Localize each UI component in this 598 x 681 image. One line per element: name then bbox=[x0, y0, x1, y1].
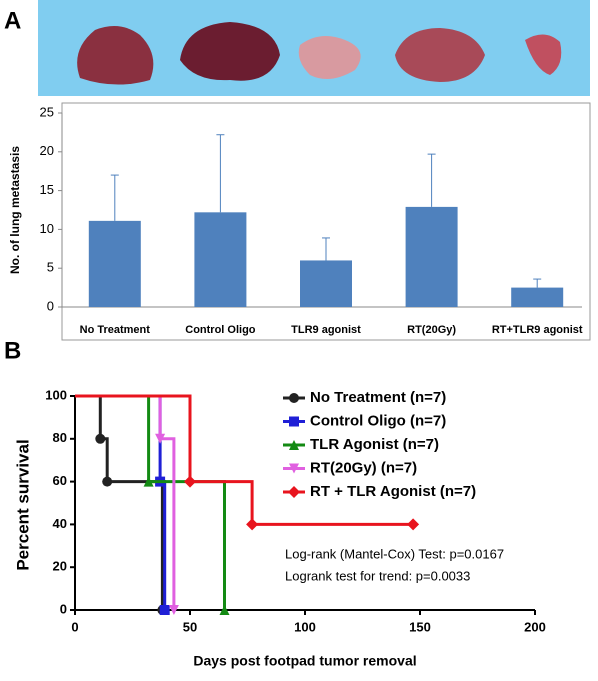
y-tick-label: 100 bbox=[45, 387, 67, 402]
x-tick-label: Control Oligo bbox=[185, 324, 256, 336]
x-tick-label: TLR9 agonist bbox=[291, 324, 361, 336]
marker bbox=[407, 518, 420, 531]
lung-photos bbox=[77, 22, 562, 85]
y-tick-label: 0 bbox=[47, 298, 54, 313]
y-tick-label: 80 bbox=[53, 430, 67, 445]
x-tick-label: No Treatment bbox=[80, 324, 151, 336]
bar bbox=[194, 212, 247, 307]
x-tick-label: 0 bbox=[71, 619, 78, 634]
bar bbox=[88, 220, 141, 307]
marker bbox=[289, 416, 299, 427]
panel-label: B bbox=[4, 337, 21, 364]
marker bbox=[289, 393, 299, 403]
survival-line bbox=[75, 394, 226, 610]
survival-line bbox=[75, 394, 414, 526]
marker bbox=[288, 486, 300, 498]
marker bbox=[102, 476, 113, 487]
y-tick-label: 20 bbox=[53, 559, 67, 574]
legend-label: TLR Agonist (n=7) bbox=[310, 436, 439, 453]
x-tick-label: 150 bbox=[409, 619, 431, 634]
legend-label: Control Oligo (n=7) bbox=[310, 412, 446, 429]
legend-label: RT + TLR Agonist (n=7) bbox=[310, 483, 476, 500]
marker bbox=[159, 605, 170, 615]
y-tick-label: 40 bbox=[53, 516, 67, 531]
y-axis-label: No. of lung metastasis bbox=[8, 146, 22, 274]
marker bbox=[289, 440, 299, 450]
y-tick-label: 15 bbox=[40, 182, 54, 197]
x-tick-label: 200 bbox=[524, 619, 546, 634]
marker bbox=[219, 605, 230, 615]
y-tick-label: 60 bbox=[53, 473, 67, 488]
bar bbox=[511, 287, 564, 307]
marker bbox=[168, 605, 179, 615]
y-tick-label: 20 bbox=[40, 143, 54, 158]
x-tick-label: RT+TLR9 agonist bbox=[492, 324, 583, 336]
marker bbox=[184, 475, 196, 488]
legend-label: No Treatment (n=7) bbox=[310, 389, 446, 406]
y-tick-label: 10 bbox=[40, 221, 54, 236]
survival-line bbox=[75, 394, 176, 610]
bar bbox=[405, 206, 458, 307]
marker bbox=[246, 518, 259, 531]
y-tick-label: 25 bbox=[40, 104, 54, 119]
annotation: Logrank test for trend: p=0.0033 bbox=[285, 568, 470, 583]
marker bbox=[143, 476, 154, 487]
x-tick-label: RT(20Gy) bbox=[407, 324, 456, 336]
y-tick-label: 0 bbox=[60, 601, 67, 616]
y-tick-label: 5 bbox=[47, 260, 54, 275]
x-tick-label: 50 bbox=[183, 619, 197, 634]
annotation: Log-rank (Mantel-Cox) Test: p=0.0167 bbox=[285, 546, 504, 561]
marker bbox=[155, 433, 166, 444]
x-axis-label: Days post footpad tumor removal bbox=[193, 653, 416, 669]
survival-line bbox=[75, 394, 167, 610]
marker bbox=[289, 463, 299, 474]
marker bbox=[95, 433, 106, 444]
legend-label: RT(20Gy) (n=7) bbox=[310, 459, 417, 476]
bar bbox=[300, 260, 352, 307]
y-axis-label: Percent survival bbox=[13, 439, 32, 570]
panel-label: A bbox=[4, 7, 21, 34]
x-tick-label: 100 bbox=[294, 619, 316, 634]
